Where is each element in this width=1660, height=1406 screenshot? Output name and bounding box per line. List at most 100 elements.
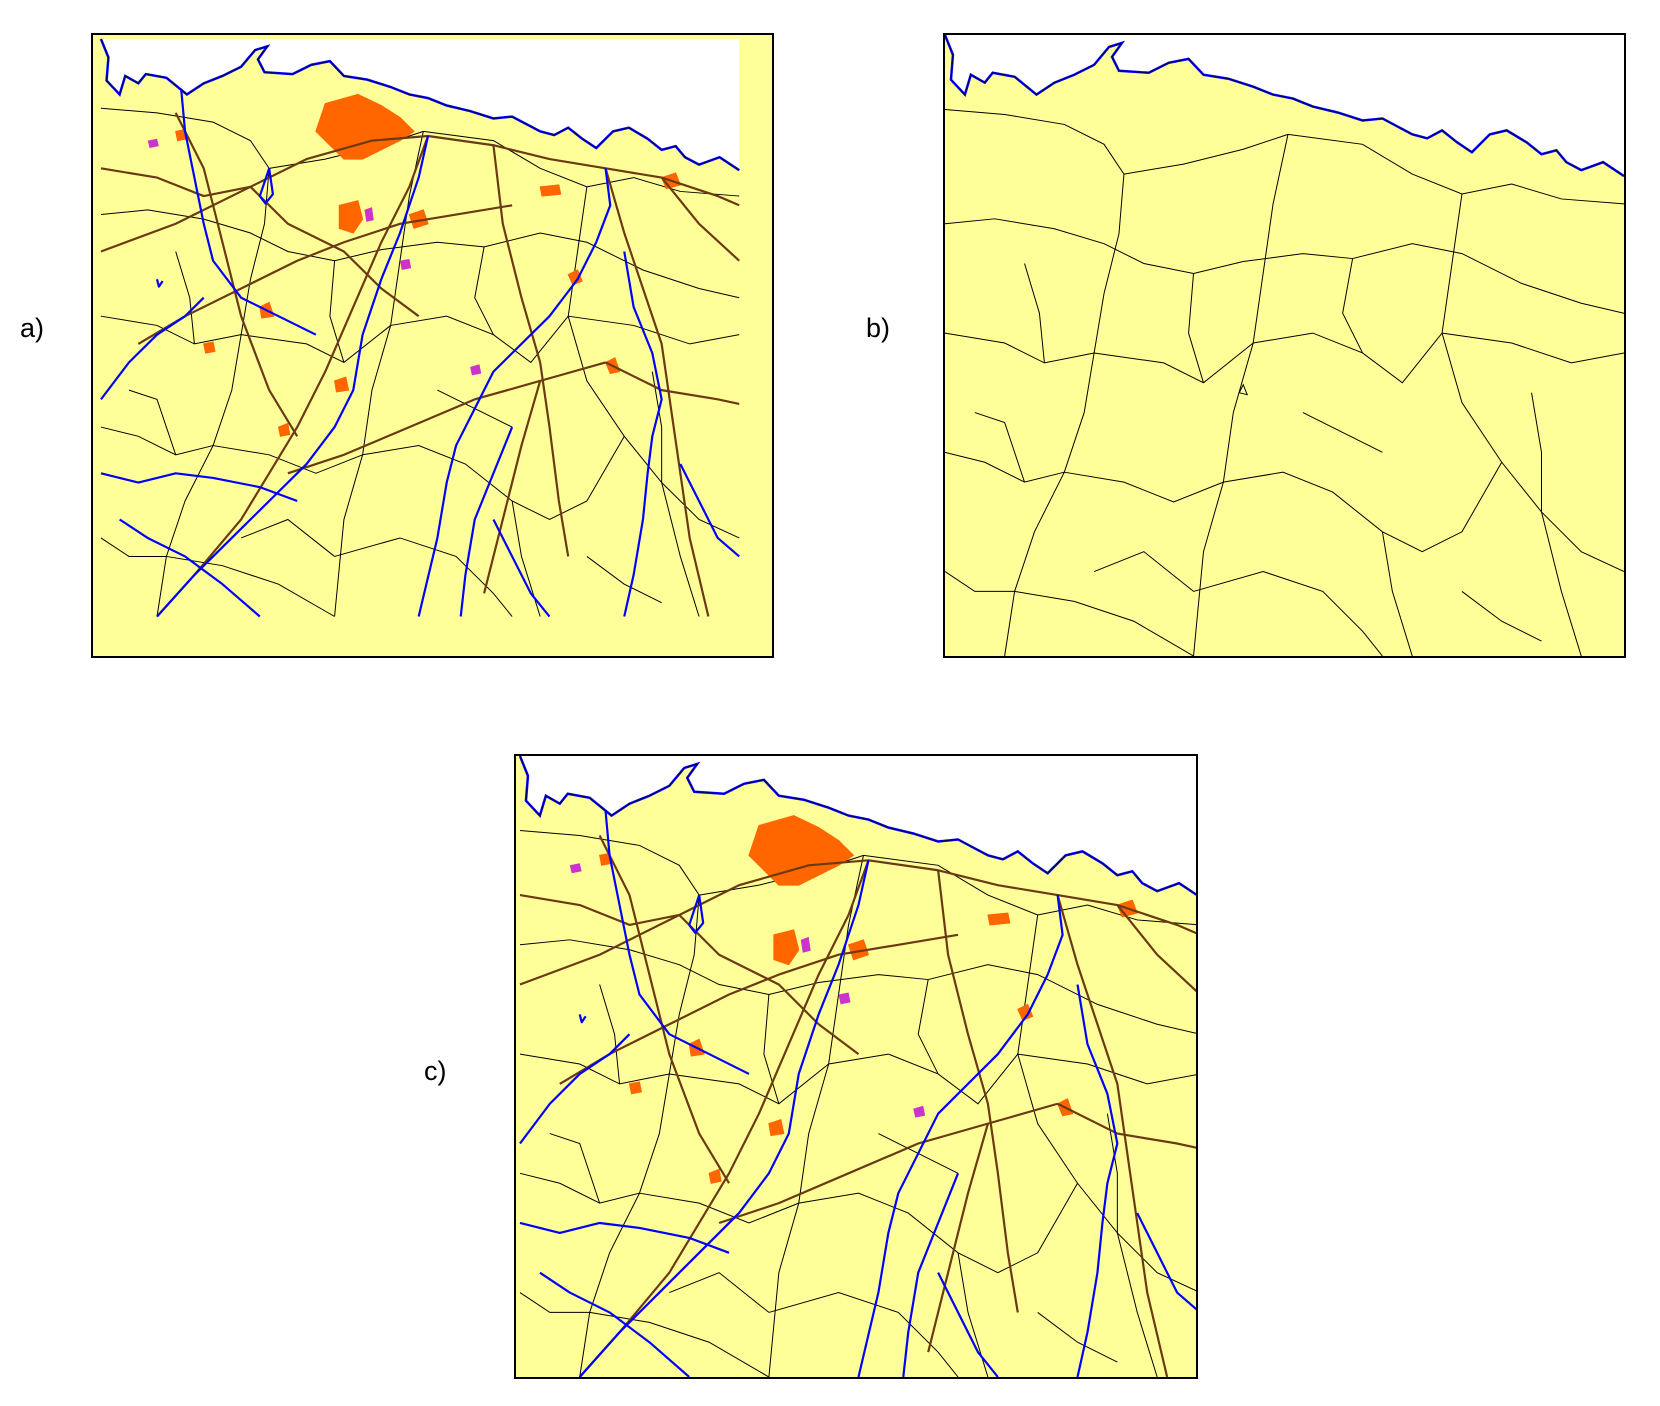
urban-area (628, 1081, 643, 1095)
land-area (516, 756, 1196, 1377)
urban-area (987, 912, 1011, 926)
admin-boundary (1017, 1053, 1196, 1085)
admin-boundary (586, 556, 662, 604)
road (287, 361, 606, 475)
panel-a-label: a) (20, 313, 45, 343)
admin-boundary (519, 1172, 640, 1204)
admin-boundary (1441, 193, 1624, 572)
admin-boundary (100, 537, 167, 557)
river (1136, 1212, 1196, 1311)
river (100, 472, 298, 503)
road (605, 361, 740, 406)
admin-boundary (100, 209, 485, 262)
admin-boundary (156, 168, 270, 617)
urban-area (408, 209, 429, 230)
sea-area (519, 756, 1196, 895)
admin-boundary (639, 1192, 799, 1224)
admin-boundary (669, 1272, 770, 1313)
river (679, 463, 740, 558)
river (578, 860, 870, 1377)
admin-boundary (100, 315, 242, 345)
industrial-area (147, 138, 159, 149)
river (578, 1014, 587, 1024)
admin-boundary (100, 426, 214, 456)
road (660, 176, 740, 262)
urban-area (1017, 1003, 1034, 1021)
admin-boundary (828, 1053, 1019, 1105)
admin-boundary (334, 537, 513, 617)
urban-area (748, 815, 855, 886)
admin-boundary (1064, 471, 1224, 503)
admin-boundary (474, 246, 494, 335)
map-panel-b (943, 33, 1626, 658)
road (937, 870, 1019, 1313)
map-b-svg (945, 35, 1624, 656)
sea-area (945, 35, 1624, 177)
admin-boundary (1253, 332, 1443, 384)
admin-boundary (1193, 571, 1383, 656)
admin-boundary (599, 984, 621, 1084)
road (927, 1123, 989, 1353)
admin-boundary (579, 895, 700, 1377)
urban-area (847, 939, 870, 961)
road (1057, 1102, 1196, 1149)
admin-boundary (945, 109, 1125, 175)
admin-boundary (1106, 1113, 1118, 1233)
urban-area (334, 376, 350, 393)
admin-boundary (945, 332, 1095, 364)
admin-boundary (945, 451, 1065, 483)
river (156, 135, 430, 618)
admin-boundary (1223, 462, 1503, 553)
road (578, 859, 870, 1377)
road (174, 112, 299, 437)
admin-boundary (1302, 412, 1383, 453)
admin-boundary (1004, 174, 1125, 656)
admin-boundary (768, 1292, 959, 1377)
river (623, 251, 663, 617)
map-panel-a (91, 33, 774, 658)
admin-boundary (100, 107, 270, 169)
admin-boundary (166, 555, 335, 617)
panel-b-label: b) (866, 313, 891, 343)
admin-boundary (1461, 591, 1542, 642)
admin-boundary (917, 979, 939, 1075)
road (718, 1102, 1058, 1225)
river (519, 1221, 730, 1254)
industrial-area (364, 207, 374, 222)
industrial-area (913, 1105, 926, 1118)
admin-boundary (1238, 383, 1249, 396)
road (483, 380, 542, 594)
admin-boundary (213, 445, 363, 474)
map-panel-c (514, 754, 1198, 1379)
admin-boundary (1037, 1312, 1118, 1363)
river (937, 1272, 999, 1377)
road (100, 134, 740, 253)
admin-boundary (945, 571, 1015, 592)
urban-area (539, 184, 562, 197)
road (156, 135, 430, 618)
admin-boundary (1123, 133, 1289, 175)
admin-boundary (1094, 342, 1254, 384)
admin-boundary (549, 1133, 601, 1204)
river (1076, 984, 1119, 1377)
river (902, 1172, 960, 1377)
admin-boundary (1381, 531, 1413, 656)
coast-boundary (100, 38, 740, 171)
admin-boundary (928, 964, 1196, 1034)
admin-boundary (519, 1292, 590, 1313)
admin-boundary (483, 232, 740, 299)
industrial-area (569, 863, 582, 874)
road (492, 145, 570, 557)
river (492, 518, 551, 618)
river (417, 168, 612, 617)
urban-area (567, 269, 583, 286)
admin-boundary (1342, 258, 1363, 354)
industrial-area (838, 992, 851, 1005)
admin-boundary (241, 325, 391, 363)
admin-boundary (1541, 511, 1582, 656)
admin-boundary (568, 315, 740, 345)
admin-boundary (669, 1063, 829, 1105)
admin-boundary (240, 518, 335, 557)
river (459, 426, 514, 617)
urban-area (768, 1119, 785, 1137)
